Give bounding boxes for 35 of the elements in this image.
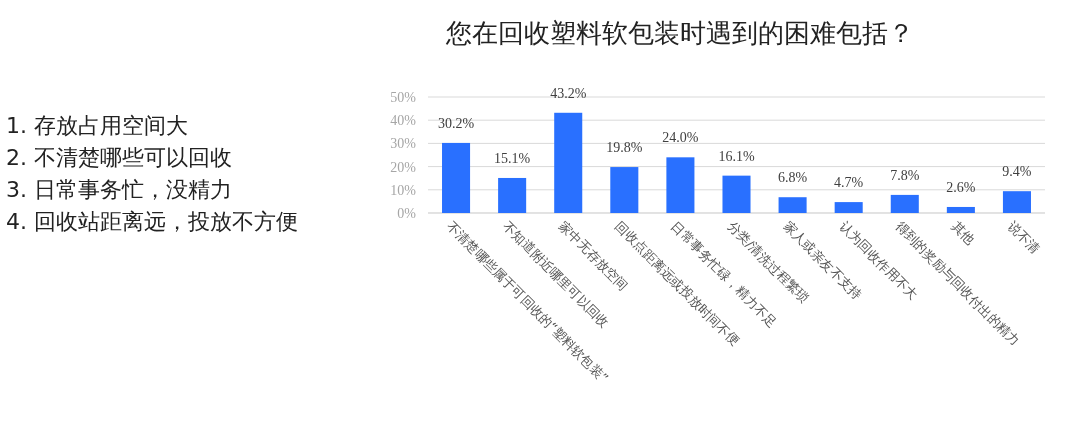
bar <box>498 177 527 213</box>
bar <box>890 194 919 213</box>
bar <box>554 112 583 213</box>
bar <box>610 167 639 213</box>
bar <box>834 202 863 213</box>
data-label: 9.4% <box>1002 164 1032 180</box>
y-tick-label: 40% <box>390 113 417 129</box>
y-tick-label: 30% <box>390 136 417 152</box>
data-label: 24.0% <box>662 130 699 146</box>
data-label: 2.6% <box>946 179 976 195</box>
x-tick-label: 其他 <box>948 218 978 248</box>
bar <box>1002 191 1031 213</box>
y-tick-label: 50% <box>390 90 417 105</box>
data-label: 4.7% <box>834 175 864 191</box>
data-label: 7.8% <box>890 167 920 183</box>
bar <box>778 197 807 213</box>
data-label: 16.1% <box>718 148 755 164</box>
text: 1. 存放占用空间大 <box>6 112 189 140</box>
data-label: 43.2% <box>550 85 587 101</box>
chart-title: 您在回收塑料软包装时遇到的困难包括？ <box>445 18 914 48</box>
data-label: 15.1% <box>494 150 531 166</box>
data-label: 6.8% <box>778 170 808 186</box>
bar <box>442 142 471 213</box>
text: 4. 回收站距离远，投放不方便 <box>6 208 299 236</box>
bar <box>722 175 751 213</box>
text: 2. 不清楚哪些可以回收 <box>6 144 233 172</box>
bar <box>666 157 695 213</box>
data-label: 30.2% <box>437 115 475 131</box>
y-tick-label: 0% <box>397 206 417 221</box>
y-tick-label: 10% <box>390 182 417 198</box>
y-tick-label: 20% <box>390 159 417 175</box>
bar <box>946 206 975 213</box>
x-tick-label: 说不清 <box>1004 218 1044 257</box>
data-label: 19.8% <box>606 140 643 156</box>
text: 3. 日常事务忙，没精力 <box>6 176 233 204</box>
